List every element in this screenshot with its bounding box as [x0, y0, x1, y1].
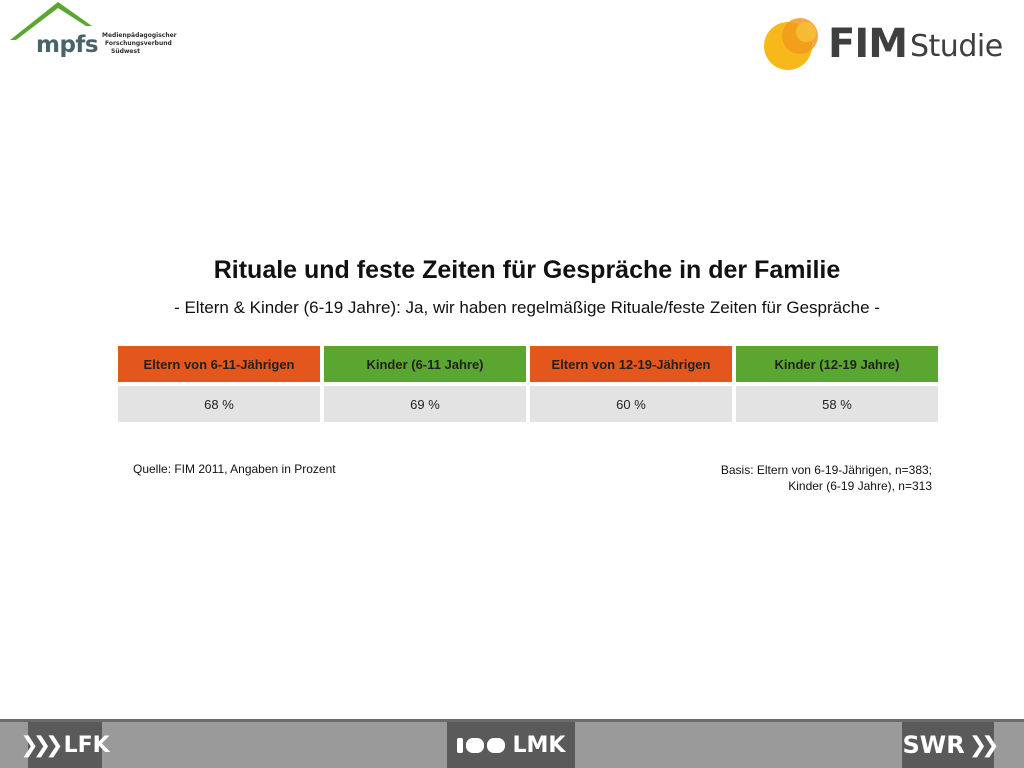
- page-title: Rituale und feste Zeiten für Gespräche i…: [213, 256, 841, 284]
- footer-divider: [0, 719, 1024, 722]
- fim-wordmark: FIM: [828, 21, 908, 67]
- value-kinder-12-19: 58 %: [736, 382, 938, 422]
- lmk-wordmark: LMK: [512, 732, 566, 758]
- swr-wordmark: SWR: [902, 731, 965, 759]
- basis-note: Basis: Eltern von 6-19-Jährigen, n=383; …: [721, 462, 932, 494]
- header-kinder-12-19: Kinder (12-19 Jahre): [736, 346, 938, 382]
- fim-studie-logo: FIM Studie: [760, 10, 1010, 76]
- lfk-logo: ❯❯❯ LFK: [20, 722, 110, 768]
- page-subtitle: - Eltern & Kinder (6-19 Jahre): Ja, wir …: [174, 298, 880, 317]
- value-eltern-12-19: 60 %: [530, 382, 732, 422]
- mpfs-logo: mpfs Medienpädagogischer Forschungsverbu…: [6, 0, 177, 70]
- results-table: Eltern von 6-11-Jährigen Kinder (6-11 Ja…: [114, 346, 942, 422]
- value-eltern-6-11: 68 %: [118, 382, 320, 422]
- header-eltern-12-19: Eltern von 12-19-Jährigen: [530, 346, 732, 382]
- lfk-wordmark: LFK: [63, 732, 110, 758]
- chevrons-icon: ❯❯❯: [20, 732, 63, 758]
- basis-line-2: Kinder (6-19 Jahre), n=313: [788, 479, 932, 493]
- mpfs-tagline: Medienpädagogischer Forschungsverbund Sü…: [102, 32, 177, 55]
- swr-logo: SWR ❯❯: [902, 722, 1000, 768]
- circles-icon: [764, 18, 818, 70]
- chevrons-right-icon: ❯❯: [968, 732, 1000, 758]
- table-header-row: Eltern von 6-11-Jährigen Kinder (6-11 Ja…: [118, 346, 938, 382]
- studie-wordmark: Studie: [910, 29, 1003, 64]
- header-eltern-6-11: Eltern von 6-11-Jährigen: [118, 346, 320, 382]
- mpfs-wordmark: mpfs: [36, 32, 99, 58]
- basis-line-1: Basis: Eltern von 6-19-Jährigen, n=383;: [720, 463, 932, 477]
- roof-icon: [10, 2, 92, 40]
- header-kinder-6-11: Kinder (6-11 Jahre): [324, 346, 526, 382]
- table-row: 68 % 69 % 60 % 58 %: [118, 382, 938, 422]
- value-kinder-6-11: 69 %: [324, 382, 526, 422]
- lmk-mark-icon: [456, 737, 505, 753]
- source-note: Quelle: FIM 2011, Angaben in Prozent: [133, 462, 336, 476]
- lmk-logo: LMK: [447, 722, 575, 768]
